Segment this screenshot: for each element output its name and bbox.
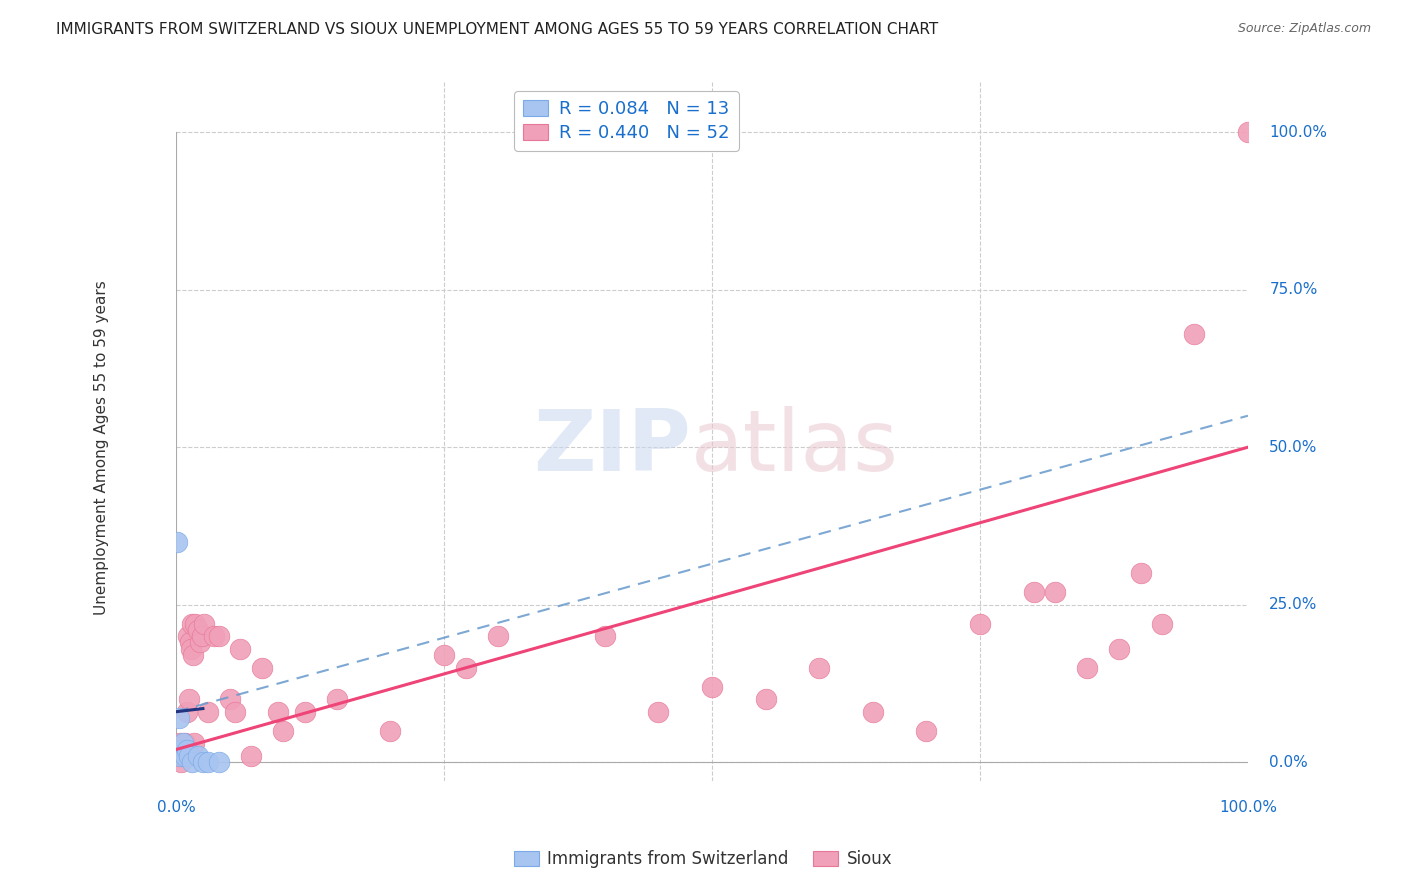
- Point: [176, 742, 198, 756]
- Point: [915, 723, 938, 738]
- Point: [271, 723, 294, 738]
- Point: [166, 534, 188, 549]
- Point: [267, 705, 290, 719]
- Point: [170, 742, 193, 756]
- Point: [1152, 616, 1174, 631]
- Text: atlas: atlas: [690, 406, 898, 489]
- Text: Unemployment Among Ages 55 to 59 years: Unemployment Among Ages 55 to 59 years: [94, 280, 108, 615]
- Point: [240, 748, 263, 763]
- Point: [197, 705, 219, 719]
- Point: [208, 755, 231, 769]
- Point: [808, 660, 831, 674]
- Point: [647, 705, 669, 719]
- Point: [193, 616, 215, 631]
- Point: [250, 660, 273, 674]
- Point: [1182, 326, 1205, 341]
- Point: [172, 742, 194, 756]
- Point: [326, 692, 349, 706]
- Point: [700, 680, 723, 694]
- Point: [1043, 585, 1066, 599]
- Point: [173, 748, 195, 763]
- Point: [169, 736, 191, 750]
- Text: 75.0%: 75.0%: [1270, 282, 1317, 297]
- Point: [167, 748, 190, 763]
- Text: 0.0%: 0.0%: [156, 800, 195, 815]
- Text: IMMIGRANTS FROM SWITZERLAND VS SIOUX UNEMPLOYMENT AMONG AGES 55 TO 59 YEARS CORR: IMMIGRANTS FROM SWITZERLAND VS SIOUX UNE…: [56, 22, 938, 37]
- Point: [173, 748, 195, 763]
- Point: [208, 629, 231, 643]
- Text: 100.0%: 100.0%: [1270, 125, 1327, 140]
- Point: [177, 629, 200, 643]
- Point: [224, 705, 246, 719]
- Point: [229, 641, 252, 656]
- Point: [170, 755, 193, 769]
- Point: [202, 629, 225, 643]
- Point: [1076, 660, 1098, 674]
- Point: [169, 711, 191, 725]
- Point: [179, 635, 201, 649]
- Text: Source: ZipAtlas.com: Source: ZipAtlas.com: [1237, 22, 1371, 36]
- Point: [183, 736, 205, 750]
- Point: [197, 755, 219, 769]
- Point: [1237, 125, 1260, 139]
- Point: [169, 742, 191, 756]
- Legend: R = 0.084   N = 13, R = 0.440   N = 52: R = 0.084 N = 13, R = 0.440 N = 52: [515, 91, 738, 151]
- Point: [180, 641, 202, 656]
- Point: [184, 616, 207, 631]
- Point: [862, 705, 884, 719]
- Point: [176, 705, 198, 719]
- Legend: Immigrants from Switzerland, Sioux: Immigrants from Switzerland, Sioux: [508, 844, 898, 875]
- Text: 100.0%: 100.0%: [1219, 800, 1277, 815]
- Point: [177, 748, 200, 763]
- Point: [191, 629, 214, 643]
- Point: [188, 635, 211, 649]
- Point: [294, 705, 316, 719]
- Point: [186, 623, 208, 637]
- Point: [433, 648, 456, 662]
- Point: [1108, 641, 1130, 656]
- Text: 25.0%: 25.0%: [1270, 597, 1317, 612]
- Point: [218, 692, 240, 706]
- Text: 50.0%: 50.0%: [1270, 440, 1317, 455]
- Point: [169, 748, 191, 763]
- Point: [1022, 585, 1045, 599]
- Point: [755, 692, 778, 706]
- Point: [186, 748, 208, 763]
- Text: 0.0%: 0.0%: [1270, 755, 1308, 770]
- Point: [177, 692, 200, 706]
- Point: [181, 648, 204, 662]
- Point: [181, 755, 204, 769]
- Text: ZIP: ZIP: [533, 406, 690, 489]
- Point: [593, 629, 616, 643]
- Point: [191, 755, 214, 769]
- Point: [172, 736, 194, 750]
- Point: [454, 660, 477, 674]
- Point: [969, 616, 991, 631]
- Point: [173, 736, 195, 750]
- Point: [1129, 566, 1152, 581]
- Point: [380, 723, 402, 738]
- Point: [181, 616, 204, 631]
- Point: [486, 629, 509, 643]
